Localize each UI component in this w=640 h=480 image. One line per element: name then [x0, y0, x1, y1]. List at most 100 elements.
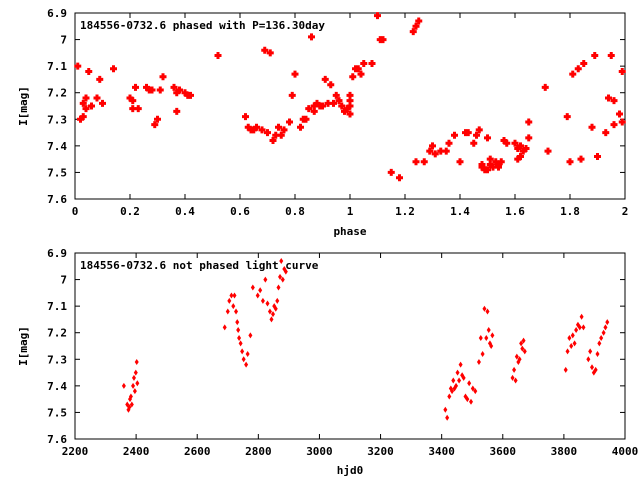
- phased-data-point: [330, 99, 337, 107]
- phased-data-point: [500, 137, 508, 145]
- phased-x-tick-label: 0.8: [285, 205, 305, 218]
- unphased-data-point: [283, 268, 288, 275]
- unphased-data-point: [514, 353, 519, 360]
- phased-light-curve-chart: 184556-0732.6 phased with P=136.30day ph…: [17, 7, 628, 238]
- phased-data-point: [244, 123, 252, 131]
- unphased-data-point: [279, 257, 284, 264]
- unphased-data-point: [225, 308, 230, 315]
- phased-data-points: [74, 12, 626, 182]
- phased-data-point: [489, 163, 497, 171]
- phased-data-point: [511, 139, 519, 147]
- unphased-data-point: [469, 398, 473, 405]
- unphased-data-point: [240, 348, 245, 355]
- phased-x-tick-label: 0.2: [120, 205, 140, 218]
- phased-x-tick-label: 0: [72, 205, 79, 218]
- phased-data-point: [129, 97, 137, 105]
- unphased-data-point: [484, 335, 489, 342]
- phased-data-point: [610, 97, 618, 105]
- unphased-data-point: [245, 350, 250, 357]
- unphased-x-tick-label: 3600: [490, 445, 517, 458]
- unphased-y-tick-label: 7.1: [47, 300, 67, 313]
- phased-data-point: [74, 62, 82, 70]
- unphased-data-point: [567, 335, 572, 342]
- unphased-data-point: [458, 361, 463, 368]
- phased-data-point: [79, 99, 87, 107]
- unphased-data-points: [121, 257, 610, 421]
- phased-data-point: [588, 123, 596, 131]
- phased-x-tick-label: 1: [347, 205, 354, 218]
- unphased-chart-title: 184556-0732.6 not phased light curve: [80, 259, 319, 272]
- unphased-data-point: [269, 316, 274, 323]
- phased-data-point: [420, 158, 428, 166]
- phased-data-point: [258, 126, 266, 134]
- phased-data-point: [79, 113, 87, 121]
- phased-data-point: [129, 105, 137, 113]
- phased-data-point: [187, 91, 194, 99]
- phased-data-point: [357, 70, 365, 78]
- phased-data-point: [132, 83, 139, 91]
- unphased-data-point: [241, 356, 246, 363]
- phased-data-point: [574, 65, 582, 73]
- unphased-data-point: [276, 284, 281, 291]
- phased-chart-title: 184556-0732.6 phased with P=136.30day: [80, 19, 325, 32]
- phased-data-point: [525, 134, 533, 142]
- phased-data-point: [349, 73, 357, 81]
- unphased-data-point: [229, 292, 234, 299]
- phased-data-point: [473, 131, 480, 139]
- unphased-data-point: [473, 388, 478, 395]
- phased-x-tick-label: 1.4: [450, 205, 470, 218]
- phased-data-point: [148, 86, 156, 94]
- unphased-data-point: [569, 343, 574, 349]
- unphased-data-point: [480, 350, 485, 357]
- unphased-data-point: [135, 380, 140, 387]
- unphased-data-point: [222, 324, 227, 331]
- unphased-y-tick-label: 7.6: [47, 433, 67, 446]
- phased-y-tick-label: 7.2: [47, 87, 67, 100]
- phased-data-point: [484, 166, 491, 174]
- unphased-data-point: [250, 284, 255, 291]
- phased-data-point: [387, 168, 395, 176]
- phased-data-point: [173, 107, 181, 115]
- phased-x-tick-label: 0.6: [230, 205, 250, 218]
- unphased-data-point: [486, 327, 491, 334]
- phased-data-point: [445, 139, 453, 147]
- phased-data-point: [343, 105, 351, 113]
- unphased-x-axis-label: hjd0: [337, 464, 364, 477]
- unphased-data-point: [599, 335, 604, 342]
- phased-data-point: [250, 126, 258, 134]
- unphased-data-point: [581, 324, 586, 331]
- unphased-data-point: [574, 327, 579, 334]
- phased-data-point: [541, 83, 549, 91]
- phased-data-point: [563, 113, 571, 121]
- unphased-data-point: [235, 319, 240, 326]
- phased-data-point: [341, 107, 348, 115]
- unphased-x-tick-label: 4000: [612, 445, 639, 458]
- phased-data-point: [594, 152, 601, 160]
- unphased-data-point: [263, 276, 268, 283]
- phased-data-point: [360, 59, 368, 67]
- phased-data-point: [302, 115, 310, 123]
- unphased-data-point: [570, 332, 575, 339]
- phased-data-point: [478, 160, 486, 168]
- unphased-data-point: [485, 308, 490, 315]
- unphased-x-tick-label: 2600: [184, 445, 211, 458]
- unphased-data-point: [237, 335, 242, 342]
- phased-x-tick-label: 2: [622, 205, 629, 218]
- phased-y-tick-label: 7.3: [47, 113, 67, 126]
- phased-data-point: [176, 86, 183, 94]
- phased-data-point: [110, 65, 117, 73]
- phased-data-point: [569, 70, 577, 78]
- phased-data-point: [82, 105, 90, 113]
- phased-x-tick-label: 1.2: [395, 205, 415, 218]
- phased-data-point: [605, 94, 612, 102]
- unphased-data-point: [512, 366, 517, 373]
- unphased-data-point: [443, 406, 448, 413]
- unphased-y-axis-label: I[mag]: [17, 326, 30, 366]
- unphased-data-point: [457, 377, 462, 384]
- phased-data-point: [475, 126, 483, 134]
- phased-data-point: [305, 105, 313, 113]
- phased-data-point: [412, 158, 420, 166]
- unphased-x-tick-label: 2800: [245, 445, 272, 458]
- unphased-x-tick-label: 2400: [123, 445, 150, 458]
- phased-data-point: [85, 67, 93, 75]
